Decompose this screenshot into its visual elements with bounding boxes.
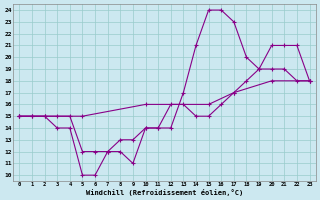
X-axis label: Windchill (Refroidissement éolien,°C): Windchill (Refroidissement éolien,°C) bbox=[86, 189, 243, 196]
